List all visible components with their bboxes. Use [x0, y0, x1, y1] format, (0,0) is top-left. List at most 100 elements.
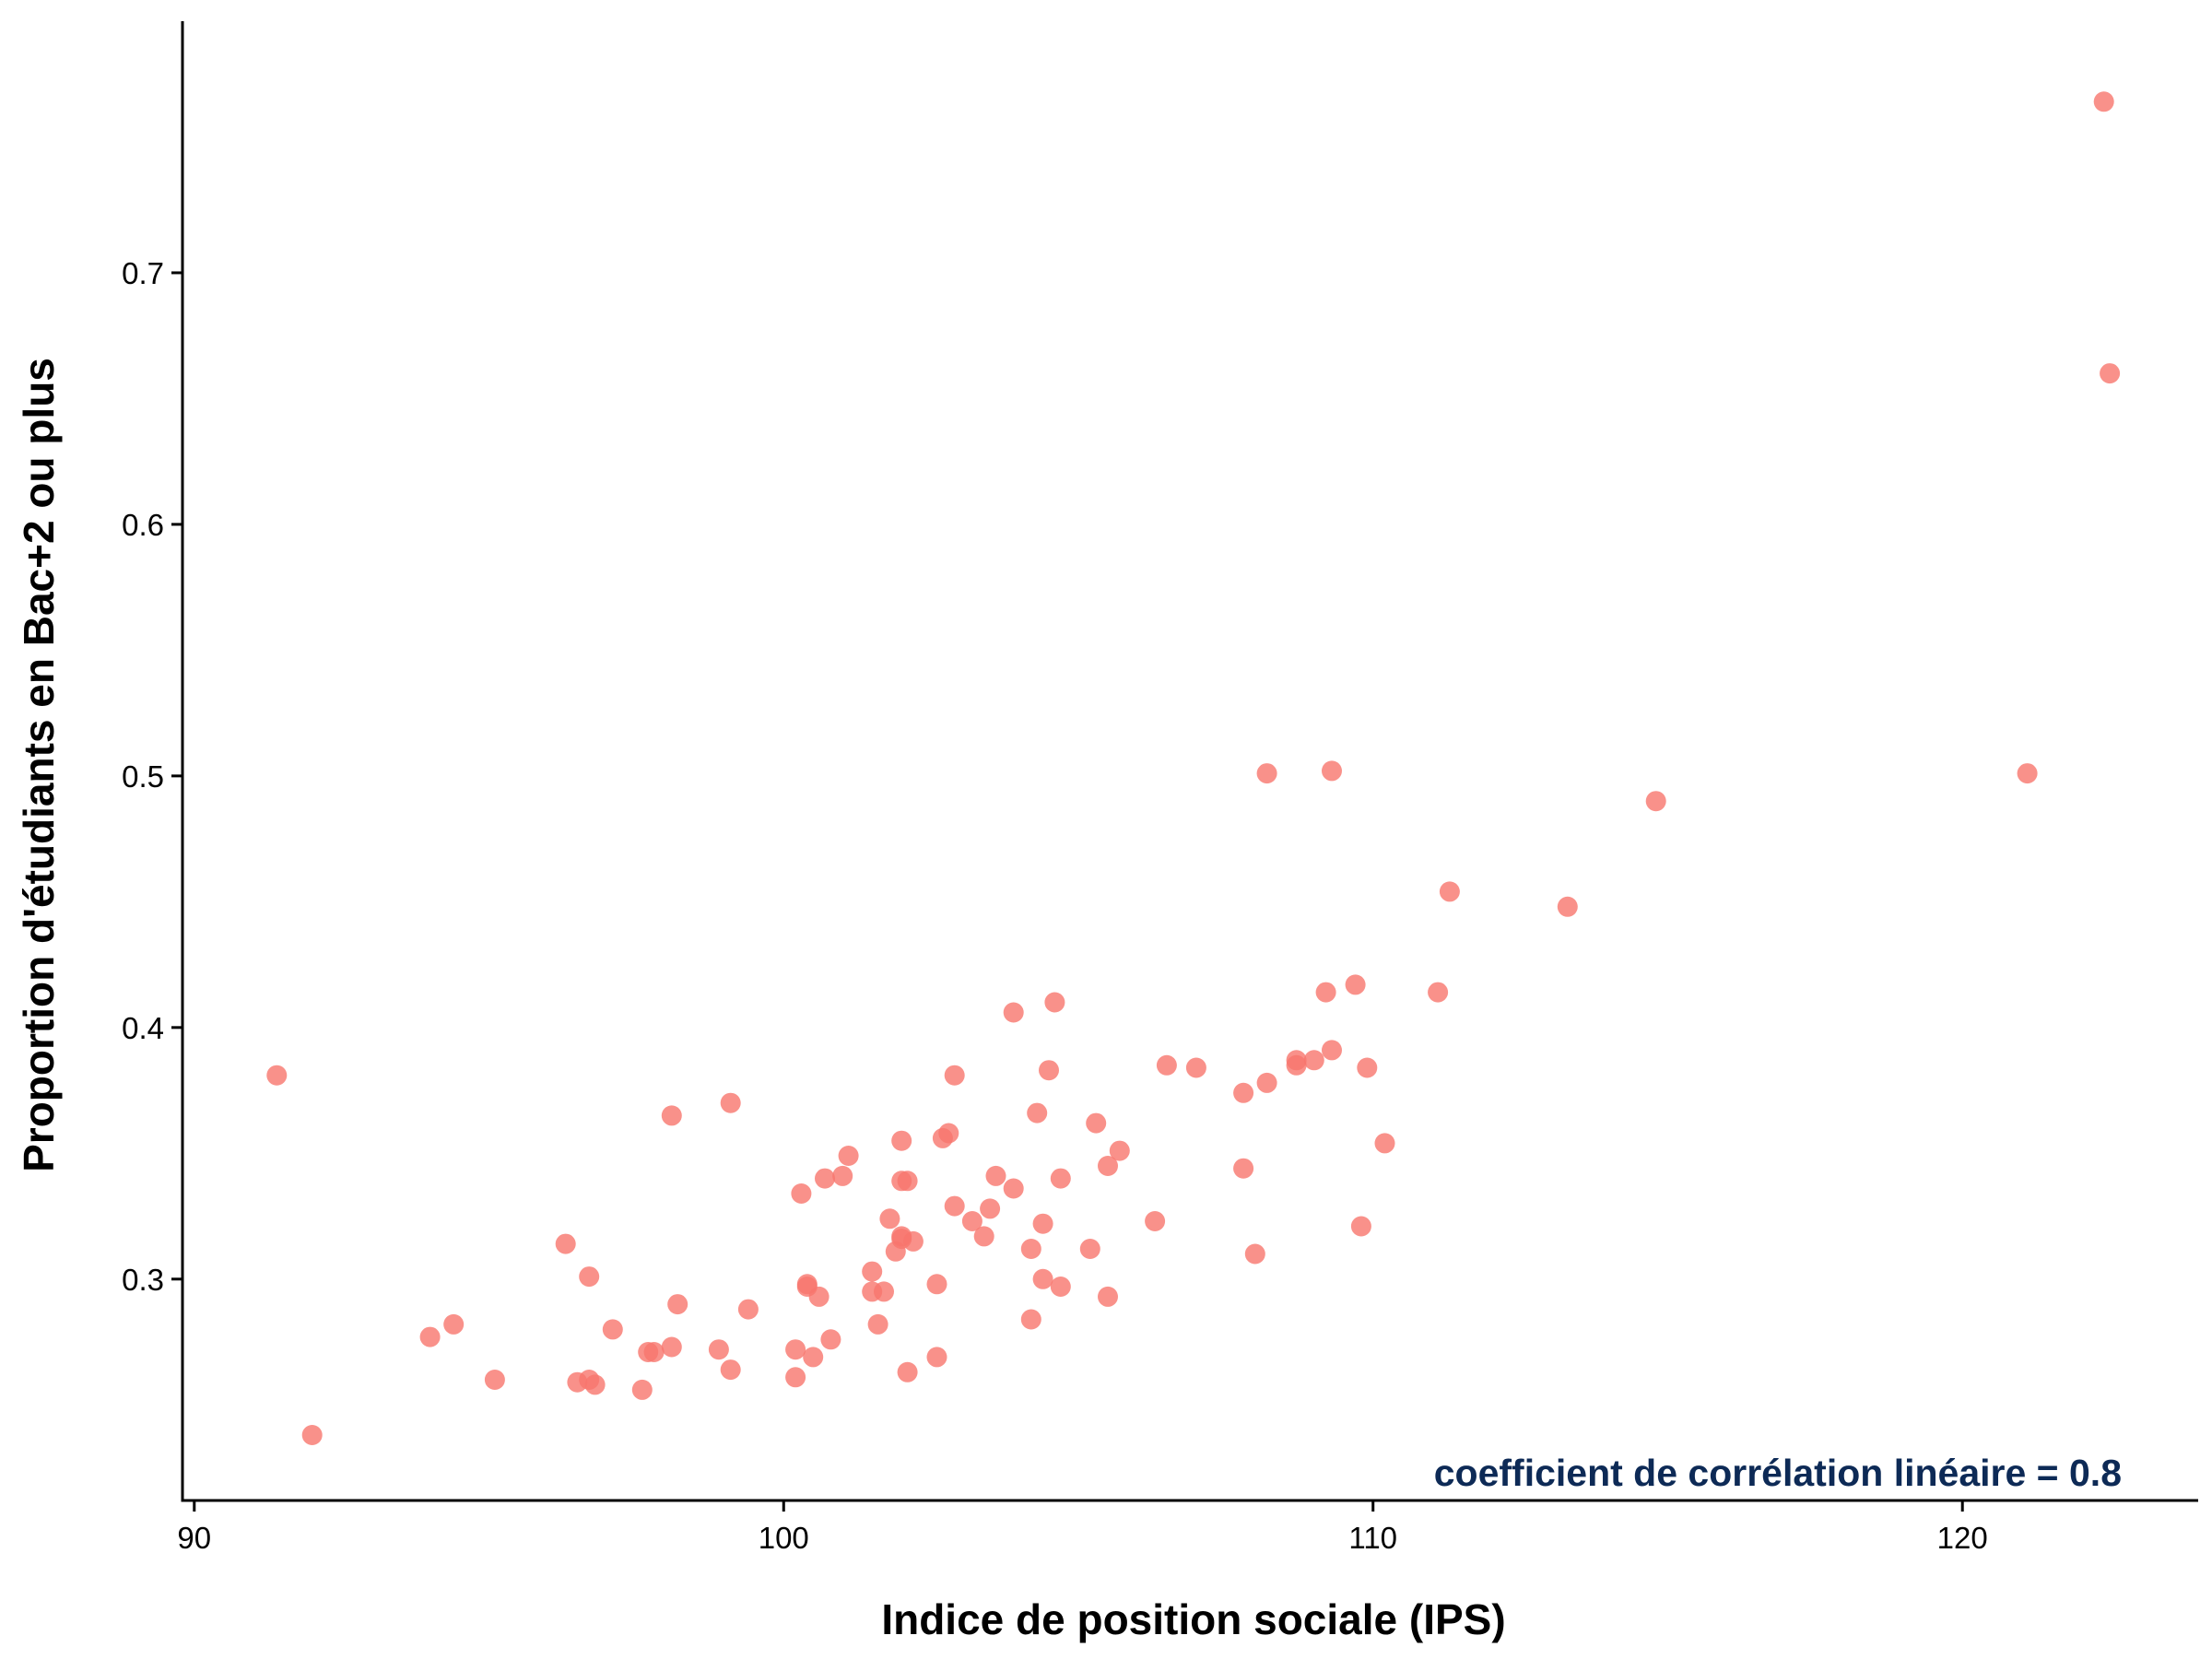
data-point-89 [1374, 1133, 1395, 1154]
data-point-30 [820, 1329, 841, 1350]
data-point-60 [1027, 1102, 1048, 1124]
data-point-92 [1557, 896, 1578, 917]
data-point-78 [1256, 1072, 1277, 1093]
data-point-42 [891, 1130, 912, 1151]
data-point-64 [1044, 992, 1065, 1013]
data-point-47 [926, 1347, 947, 1368]
data-point-51 [944, 1065, 965, 1086]
data-point-62 [1032, 1213, 1053, 1234]
y-tick-label: 0.3 [122, 1263, 164, 1297]
data-point-87 [1350, 1216, 1371, 1237]
data-point-5 [484, 1370, 505, 1390]
data-point-24 [791, 1183, 812, 1204]
data-point-94 [2017, 763, 2038, 784]
data-point-50 [944, 1195, 965, 1217]
data-point-56 [1003, 1002, 1024, 1023]
x-tick-label: 120 [1937, 1521, 1988, 1555]
data-point-75 [1233, 1158, 1254, 1179]
data-point-22 [785, 1339, 806, 1360]
data-point-16 [661, 1105, 682, 1126]
data-point-83 [1315, 982, 1336, 1003]
data-point-35 [867, 1313, 888, 1335]
data-point-19 [720, 1359, 741, 1381]
data-point-46 [926, 1274, 947, 1295]
data-point-3 [419, 1326, 441, 1347]
data-point-17 [667, 1294, 688, 1315]
data-point-88 [1357, 1057, 1378, 1078]
correlation-annotation: coefficient de corrélation linéaire = 0.… [1434, 1452, 2122, 1494]
y-tick-label: 0.4 [122, 1011, 164, 1045]
data-point-10 [584, 1374, 606, 1395]
data-point-45 [902, 1230, 924, 1252]
data-point-53 [973, 1226, 994, 1247]
x-tick-label: 110 [1348, 1521, 1397, 1555]
y-tick-label: 0.6 [122, 508, 164, 542]
data-point-79 [1256, 763, 1277, 784]
data-point-95 [2093, 91, 2114, 112]
data-point-93 [1645, 791, 1666, 812]
data-point-8 [579, 1266, 600, 1288]
data-point-61 [1032, 1268, 1053, 1289]
data-point-67 [1079, 1239, 1100, 1259]
data-point-65 [1050, 1168, 1071, 1189]
data-point-52 [961, 1211, 982, 1231]
data-point-86 [1345, 974, 1366, 995]
data-point-28 [808, 1286, 830, 1307]
data-point-69 [1098, 1156, 1118, 1176]
data-point-31 [832, 1165, 853, 1186]
y-axis-ticks: 0.3 0.4 0.5 0.6 0.7 [122, 256, 182, 1297]
data-point-29 [815, 1168, 835, 1189]
y-axis-title: Proportion d'étudiants en Bac+2 ou plus [15, 358, 63, 1172]
data-point-72 [1145, 1211, 1166, 1231]
data-point-76 [1233, 1082, 1254, 1103]
data-point-57 [1003, 1178, 1024, 1199]
data-point-23 [785, 1367, 806, 1388]
data-point-66 [1050, 1277, 1071, 1297]
data-point-70 [1098, 1286, 1118, 1307]
data-point-14 [643, 1342, 665, 1362]
data-point-71 [1109, 1140, 1130, 1161]
data-point-74 [1185, 1057, 1206, 1078]
data-point-18 [708, 1339, 729, 1360]
data-point-68 [1086, 1112, 1107, 1134]
data-point-36 [874, 1281, 894, 1302]
data-point-2 [301, 1425, 323, 1445]
data-point-27 [803, 1347, 824, 1368]
data-point-82 [1303, 1050, 1324, 1071]
data-point-96 [2100, 363, 2121, 384]
data-point-4 [443, 1313, 465, 1335]
data-point-55 [985, 1165, 1006, 1186]
x-tick-label: 100 [759, 1521, 809, 1555]
data-point-21 [737, 1299, 759, 1320]
data-point-43 [897, 1171, 918, 1192]
data-point-32 [838, 1146, 859, 1166]
data-point-85 [1322, 1040, 1342, 1061]
data-point-37 [879, 1208, 900, 1230]
data-point-63 [1039, 1060, 1059, 1081]
data-point-90 [1428, 982, 1449, 1003]
x-axis-ticks: 90 100 110 120 [177, 1500, 1988, 1555]
data-point-81 [1286, 1054, 1307, 1076]
data-point-11 [602, 1319, 623, 1340]
data-point-6 [555, 1233, 576, 1254]
data-point-84 [1322, 760, 1342, 782]
data-point-77 [1244, 1243, 1265, 1265]
x-tick-label: 90 [177, 1521, 211, 1555]
data-point-1 [266, 1065, 288, 1086]
data-point-59 [1020, 1239, 1041, 1259]
data-point-33 [862, 1261, 883, 1282]
data-point-15 [661, 1336, 682, 1358]
y-tick-label: 0.5 [122, 759, 164, 794]
data-point-73 [1156, 1054, 1177, 1076]
data-point-44 [897, 1361, 918, 1382]
y-tick-label: 0.7 [122, 256, 164, 290]
data-point-12 [631, 1379, 653, 1400]
data-point-49 [938, 1123, 959, 1144]
data-point-54 [980, 1198, 1001, 1219]
data-points [266, 91, 2121, 1445]
data-point-20 [720, 1092, 741, 1113]
x-axis-title: Indice de position sociale (IPS) [881, 1595, 1505, 1643]
data-point-58 [1020, 1309, 1041, 1330]
data-point-91 [1439, 881, 1460, 902]
